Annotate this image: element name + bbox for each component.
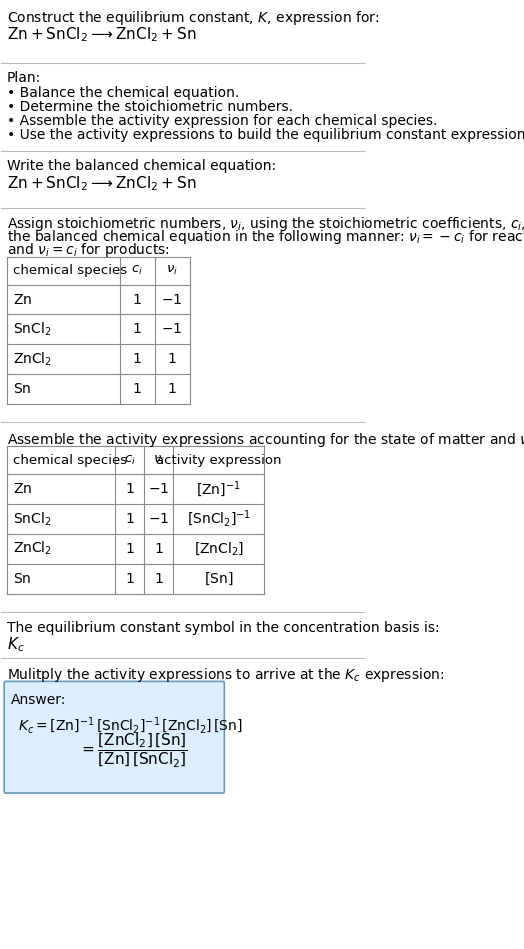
Text: Write the balanced chemical equation:: Write the balanced chemical equation:	[7, 158, 276, 173]
Text: Mulitply the activity expressions to arrive at the $K_c$ expression:: Mulitply the activity expressions to arr…	[7, 666, 444, 684]
Text: Assign stoichiometric numbers, $\nu_i$, using the stoichiometric coefficients, $: Assign stoichiometric numbers, $\nu_i$, …	[7, 214, 524, 233]
Text: the balanced chemical equation in the following manner: $\nu_i = -c_i$ for react: the balanced chemical equation in the fo…	[7, 228, 524, 246]
Text: $-1$: $-1$	[148, 482, 169, 496]
Text: $\mathrm{ZnCl_2}$: $\mathrm{ZnCl_2}$	[13, 350, 52, 368]
Text: 1: 1	[133, 352, 141, 366]
Text: $-1$: $-1$	[161, 323, 183, 337]
Text: activity expression: activity expression	[156, 454, 281, 467]
Text: $-1$: $-1$	[148, 512, 169, 526]
Text: $\mathrm{[SnCl_2]^{-1}}$: $\mathrm{[SnCl_2]^{-1}}$	[187, 509, 251, 530]
Text: 1: 1	[125, 571, 134, 586]
Text: $1$: $1$	[167, 352, 177, 366]
Text: $1$: $1$	[154, 571, 163, 586]
Text: $\mathrm{[Sn]}$: $\mathrm{[Sn]}$	[204, 570, 234, 586]
Text: • Assemble the activity expression for each chemical species.: • Assemble the activity expression for e…	[7, 114, 438, 128]
Text: $1$: $1$	[154, 542, 163, 556]
Text: 1: 1	[125, 542, 134, 556]
Text: • Balance the chemical equation.: • Balance the chemical equation.	[7, 86, 239, 101]
Text: $1$: $1$	[167, 382, 177, 397]
Text: $\mathrm{Sn}$: $\mathrm{Sn}$	[13, 571, 31, 586]
Text: chemical species: chemical species	[13, 264, 127, 277]
FancyBboxPatch shape	[4, 681, 224, 793]
Text: $c_i$: $c_i$	[124, 454, 136, 467]
Text: 1: 1	[133, 323, 141, 337]
Text: $\mathrm{Zn + SnCl_2 \longrightarrow ZnCl_2 + Sn}$: $\mathrm{Zn + SnCl_2 \longrightarrow ZnC…	[7, 26, 196, 44]
Text: chemical species: chemical species	[13, 454, 127, 467]
Text: • Use the activity expressions to build the equilibrium constant expression.: • Use the activity expressions to build …	[7, 128, 524, 142]
Text: $\nu_i$: $\nu_i$	[166, 264, 178, 277]
Text: and $\nu_i = c_i$ for products:: and $\nu_i = c_i$ for products:	[7, 241, 170, 259]
Text: $\mathrm{SnCl_2}$: $\mathrm{SnCl_2}$	[13, 511, 51, 528]
Text: $\mathrm{Zn + SnCl_2 \longrightarrow ZnCl_2 + Sn}$: $\mathrm{Zn + SnCl_2 \longrightarrow ZnC…	[7, 174, 196, 193]
Text: $\mathrm{[ZnCl_2]}$: $\mathrm{[ZnCl_2]}$	[194, 540, 244, 557]
Text: Assemble the activity expressions accounting for the state of matter and $\nu_i$: Assemble the activity expressions accoun…	[7, 431, 524, 449]
Text: The equilibrium constant symbol in the concentration basis is:: The equilibrium constant symbol in the c…	[7, 621, 440, 635]
Text: $= \dfrac{\mathrm{[ZnCl_2]\,[Sn]}}{\mathrm{[Zn]\,[SnCl_2]}}$: $= \dfrac{\mathrm{[ZnCl_2]\,[Sn]}}{\math…	[79, 732, 188, 771]
Text: $-1$: $-1$	[161, 292, 183, 307]
Text: $\mathrm{[Zn]^{-1}}$: $\mathrm{[Zn]^{-1}}$	[196, 479, 241, 499]
Text: 1: 1	[133, 292, 141, 307]
Text: $\mathrm{ZnCl_2}$: $\mathrm{ZnCl_2}$	[13, 540, 52, 557]
Text: Construct the equilibrium constant, $K$, expression for:: Construct the equilibrium constant, $K$,…	[7, 9, 379, 28]
Text: Answer:: Answer:	[11, 694, 67, 707]
Text: 1: 1	[133, 382, 141, 397]
Text: $\mathrm{Sn}$: $\mathrm{Sn}$	[13, 382, 31, 397]
Text: $c_i$: $c_i$	[132, 264, 143, 277]
Text: $\mathrm{Zn}$: $\mathrm{Zn}$	[13, 292, 31, 307]
Text: $K_c = \mathrm{[Zn]^{-1}\,[SnCl_2]^{-1}\,[ZnCl_2]\,[Sn]}$: $K_c = \mathrm{[Zn]^{-1}\,[SnCl_2]^{-1}\…	[18, 716, 243, 735]
Text: 1: 1	[125, 512, 134, 526]
Text: Plan:: Plan:	[7, 71, 41, 85]
Text: $K_c$: $K_c$	[7, 636, 25, 654]
Text: $\mathrm{Zn}$: $\mathrm{Zn}$	[13, 482, 31, 496]
Text: • Determine the stoichiometric numbers.: • Determine the stoichiometric numbers.	[7, 100, 293, 114]
Text: $\mathrm{SnCl_2}$: $\mathrm{SnCl_2}$	[13, 321, 51, 338]
Text: $\nu_i$: $\nu_i$	[153, 454, 165, 467]
Text: 1: 1	[125, 482, 134, 496]
